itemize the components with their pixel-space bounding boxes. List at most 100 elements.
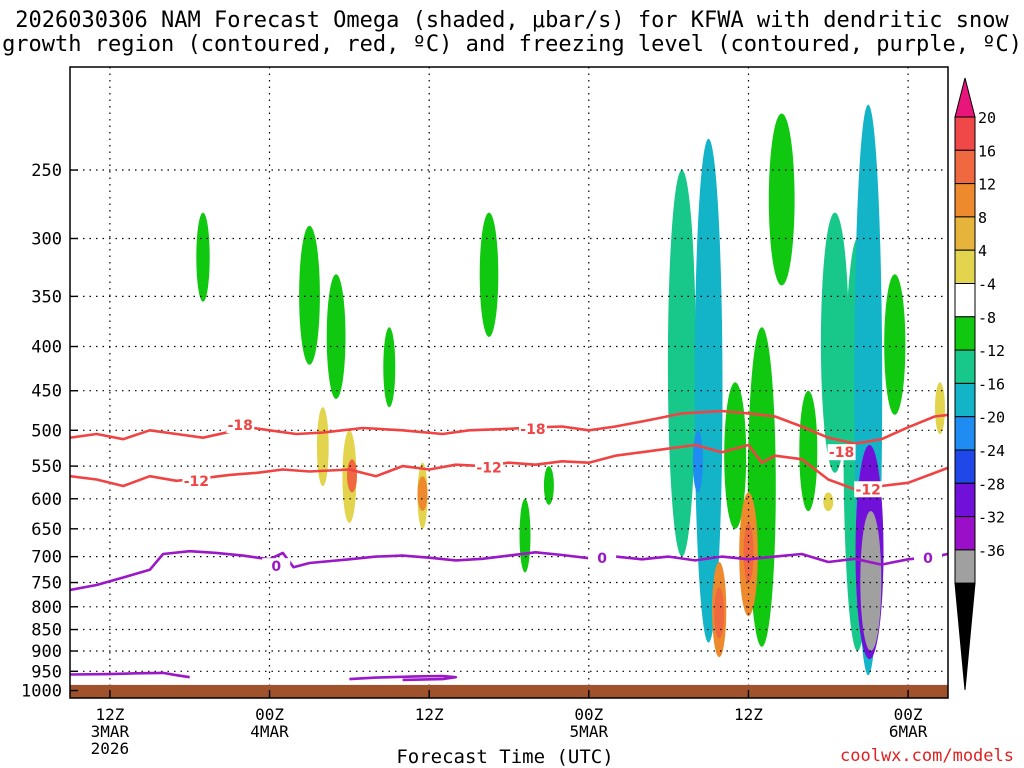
colorbar-box — [954, 516, 976, 551]
colorbar: 20 16 12 8 4 -4 -8 -12 -16 -20 -24 -28 -32 -36 — [954, 77, 1005, 691]
colorbar-box — [954, 549, 976, 584]
contour-label: -18 — [829, 445, 854, 461]
x-tick-label: 12Z — [734, 705, 763, 724]
colorbar-label: 16 — [978, 142, 996, 160]
contour-label-bg — [262, 558, 291, 575]
colorbar-box — [954, 216, 976, 251]
y-tick-label: 300 — [31, 230, 62, 250]
colorbar-label: -12 — [978, 342, 1005, 360]
colorbar-label: -28 — [978, 475, 1005, 493]
contour-line — [70, 671, 190, 679]
colorbar-arrow-top — [954, 77, 976, 118]
omega-cell — [196, 212, 210, 302]
colorbar-box — [954, 349, 976, 384]
omega-cell — [667, 169, 696, 557]
axes-layer: 2503003504004505005506006507007508008509… — [21, 66, 949, 758]
omega-cell — [799, 390, 818, 512]
colorbar-box — [954, 482, 976, 518]
colorbar-box — [954, 116, 976, 151]
contour-label-bg — [226, 417, 255, 434]
colorbar-label: -4 — [978, 276, 996, 294]
y-tick-label: 750 — [31, 574, 62, 594]
contour-label: -12 — [184, 474, 209, 490]
omega-cell — [479, 212, 499, 337]
colorbar-label: 12 — [978, 176, 996, 194]
y-tick-label: 600 — [31, 490, 62, 510]
colorbar-box — [954, 183, 976, 218]
contour-label: 0 — [923, 551, 933, 567]
omega-cell — [316, 407, 329, 487]
y-tick-label: 900 — [31, 642, 62, 662]
contour-label-bg — [475, 459, 504, 476]
colorbar-box — [954, 416, 976, 451]
omega-cell — [326, 274, 346, 399]
y-tick-label: 450 — [31, 382, 62, 402]
grid-layer — [70, 67, 948, 698]
x-tick-label: 12Z — [95, 705, 124, 724]
contour-label: -12 — [856, 482, 881, 498]
colorbar-label: 20 — [978, 109, 996, 127]
omega-cell — [347, 459, 357, 493]
x-tick-label: 6MAR — [889, 722, 928, 741]
terrain-layer — [70, 684, 948, 698]
omega-cell — [383, 327, 396, 408]
contour-label-bg — [827, 444, 856, 461]
colorbar-box — [954, 149, 976, 185]
colorbar-label: -32 — [978, 509, 1005, 527]
colorbar-arrow-bottom — [954, 582, 976, 691]
contour-label: -18 — [520, 422, 545, 438]
omega-cell — [820, 212, 849, 473]
omega-cell — [714, 587, 725, 639]
x-tick-label: 12Z — [415, 705, 444, 724]
omega-cell — [884, 274, 906, 415]
x-tick-label: 5MAR — [570, 722, 609, 741]
colorbar-box — [954, 249, 976, 284]
site-credit[interactable]: coolwx.com/models — [840, 746, 1014, 766]
x-tick-label: 00Z — [574, 705, 603, 724]
colorbar-label: 8 — [978, 209, 987, 227]
y-tick-label: 550 — [31, 457, 62, 477]
omega-cell — [768, 113, 795, 286]
colorbar-label: -20 — [978, 409, 1005, 427]
omega-cell — [417, 476, 428, 511]
omega-cell — [935, 382, 945, 435]
colorbar-box — [954, 283, 976, 318]
x-tick-label: 4MAR — [250, 722, 289, 741]
colorbar-box — [954, 382, 976, 418]
omega-cell — [860, 511, 882, 651]
contour-line — [70, 443, 948, 491]
omega-cell — [299, 225, 320, 365]
x-tick-label: 3MAR — [91, 722, 130, 741]
colorbar-label: -16 — [978, 375, 1005, 393]
omega-shading-layer — [196, 104, 945, 676]
y-tick-label: 700 — [31, 548, 62, 568]
plot-frame — [69, 66, 949, 699]
contour-label: 0 — [597, 551, 607, 567]
y-tick-label: 950 — [31, 662, 62, 682]
contour-label-bg — [182, 472, 211, 489]
y-tick-label: 250 — [31, 161, 62, 181]
contour-label: -18 — [228, 418, 253, 434]
colorbar-label: -36 — [978, 542, 1005, 560]
y-tick-label: 500 — [31, 421, 62, 441]
y-tick-label: 650 — [31, 520, 62, 540]
x-tick-label: 2026 — [91, 739, 130, 758]
omega-cell — [519, 498, 531, 573]
omega-cell — [823, 492, 834, 512]
contour-label-bg — [854, 481, 883, 498]
x-tick-label: 00Z — [255, 705, 284, 724]
chart-title-line-1: 2026030306 NAM Forecast Omega (shaded, μ… — [15, 8, 1009, 33]
contour-layer: -18 -18 -18 -12 -12 -12 0 0 0 — [70, 409, 948, 682]
y-tick-label: 350 — [31, 287, 62, 307]
omega-cell — [743, 523, 754, 583]
omega-cell — [692, 430, 703, 493]
contour-label-bg — [518, 420, 547, 437]
contour-label-bg — [588, 550, 617, 567]
x-tick-label: 00Z — [894, 705, 923, 724]
terrain-ground — [70, 684, 948, 698]
x-axis-label: Forecast Time (UTC) — [396, 746, 614, 768]
contour-line — [349, 674, 458, 682]
contour-label: 0 — [271, 559, 281, 575]
y-tick-label: 1000 — [21, 682, 62, 702]
